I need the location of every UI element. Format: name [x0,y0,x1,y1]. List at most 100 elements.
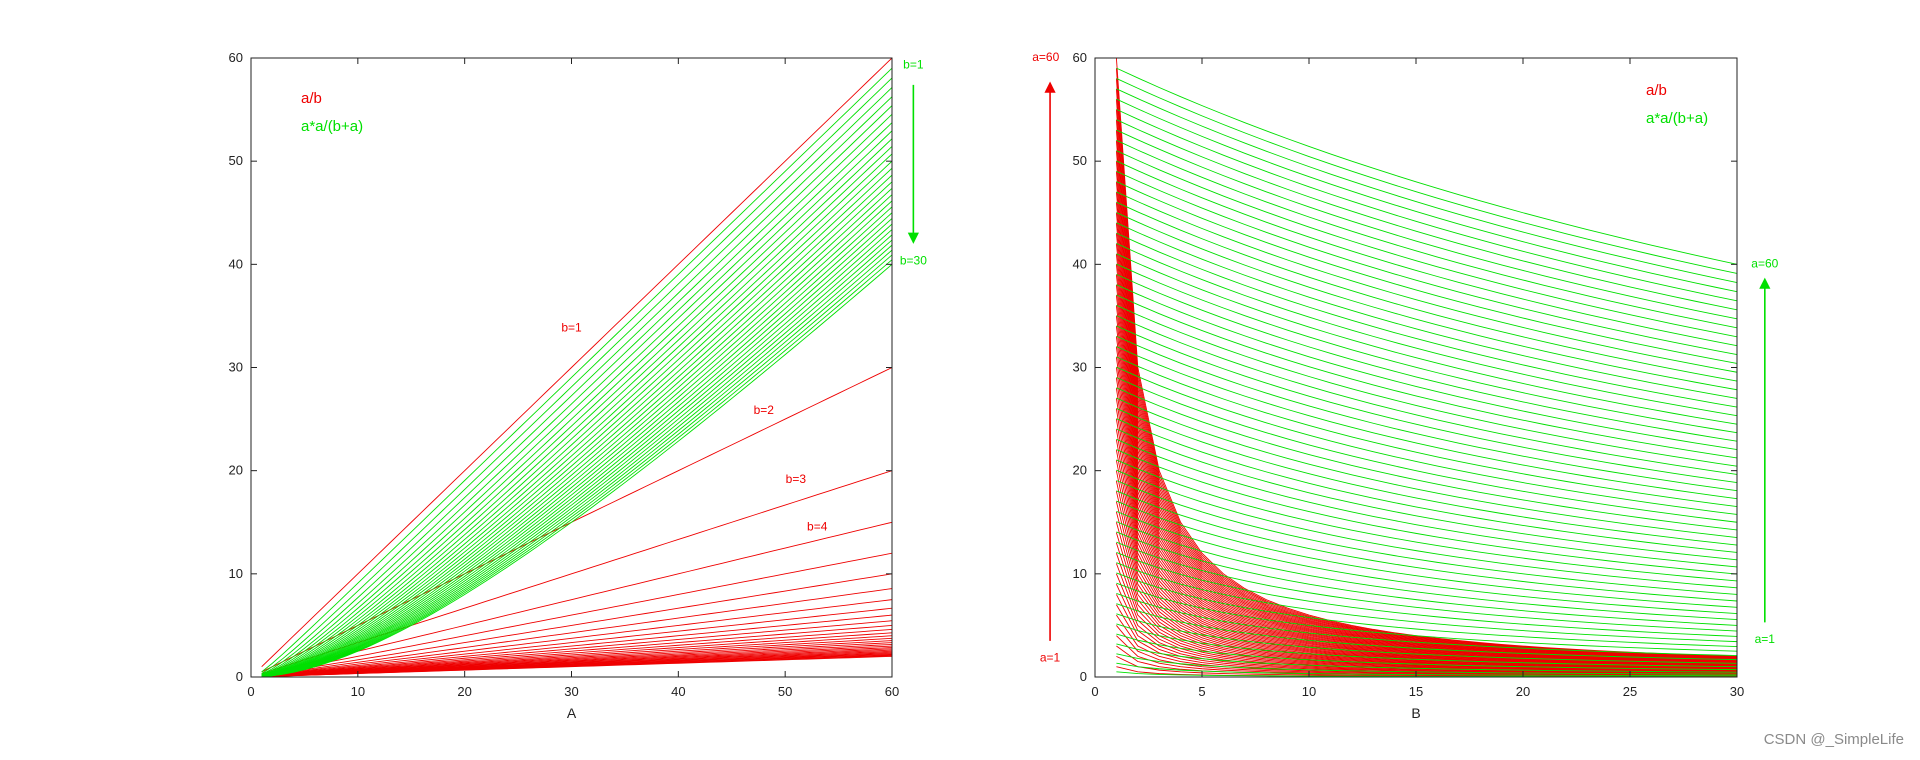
series-line-b-6 [261,573,892,676]
x-tick-label: 10 [351,684,365,699]
series-line-a-18 [1116,500,1737,608]
annotation-label: b=1 [561,320,582,334]
annotation-label: b=1 [903,57,924,71]
series-line-b-18 [261,200,892,677]
series-line-a-7 [1116,613,1737,664]
series-line-a-45 [1116,222,1737,399]
series-line-b-29 [261,259,892,677]
annotation-label: b=3 [786,472,807,486]
series-line-a-33 [1116,346,1737,500]
series-line-b-3 [261,87,892,675]
y-tick-label: 10 [229,566,243,581]
series-line-a-9 [1116,593,1737,657]
series-line-b-6 [261,113,892,676]
series-line-a-40 [1116,273,1737,442]
series-line-a-13 [1116,552,1737,637]
series-line-b-25 [261,239,892,677]
series-line-a-56 [1116,108,1737,302]
legend-entry: a/b [301,90,322,107]
series-line-b-16 [261,187,892,677]
series-line-b-22 [261,223,892,677]
series-line-a-22 [1116,459,1737,582]
series-line-b-23 [261,229,892,677]
series-line-a-24 [1115,429,1737,670]
series-line-a-34 [1116,335,1737,492]
series-line-a-55 [1116,119,1737,311]
x-tick-label: 30 [564,684,578,699]
series-line-b-10 [261,146,892,677]
series-line-b-12 [261,160,892,677]
series-line-a-30 [1116,377,1737,523]
series-line-a-30 [1115,367,1737,668]
series-line-a-44 [1115,223,1737,663]
y-tick-label: 50 [1073,153,1087,168]
series-line-a-41 [1116,263,1737,434]
series-line-b-27 [261,249,892,677]
series-line-a-26 [1116,418,1737,553]
series-line-a-32 [1116,356,1737,508]
series-line-b-11 [261,620,892,677]
series-line-a-45 [1115,212,1737,662]
y-tick-label: 20 [229,463,243,478]
y-tick-label: 30 [229,360,243,375]
series-line-b-1 [261,58,892,668]
series-line-a-43 [1116,243,1737,417]
series-line-b-12 [261,624,892,677]
series-line-a-39 [1116,284,1737,451]
x-tick-label: 0 [247,684,254,699]
legend-entry: a*a/(b+a) [1646,110,1708,127]
series-line-a-60 [1116,67,1737,265]
series-group [1115,58,1737,677]
series-line-b-14 [261,632,892,677]
series-line-a-58 [1116,88,1737,284]
series-line-a-44 [1116,232,1737,408]
watermark: CSDN @_SimpleLife [1763,731,1904,748]
series-line-a-15 [1116,531,1737,626]
y-tick-label: 40 [229,256,243,271]
series-line-a-31 [1116,366,1737,515]
series-line-b-9 [261,138,892,677]
series-line-a-49 [1116,181,1737,364]
x-tick-label: 10 [1302,684,1316,699]
series-line-b-8 [261,599,892,677]
series-line-a-21 [1116,469,1737,589]
y-tick-label: 60 [229,50,243,65]
series-line-b-15 [261,635,892,677]
right-chart: 0 5 10 15 20 25 30 0 10 20 30 40 50 60 Ba/b a*a/(b+a) a=… [1032,50,1778,721]
legend-entry: a*a/(b+a) [301,118,363,135]
y-tick-label: 50 [229,153,243,168]
series-line-b-17 [261,194,892,677]
series-line-b-26 [261,244,892,677]
series-line-a-20 [1116,480,1737,595]
series-line-a-42 [1116,253,1737,425]
series-line-a-57 [1116,98,1737,293]
series-line-a-54 [1116,129,1737,320]
series-line-b-20 [261,212,892,677]
y-tick-label: 10 [1073,566,1087,581]
annotation-label: b=4 [807,520,828,534]
series-line-a-37 [1116,304,1737,467]
annotation-label: a=1 [1040,651,1061,665]
annotation-label: a=1 [1755,632,1776,646]
series-line-a-23 [1116,449,1737,575]
x-tick-label: 20 [457,684,471,699]
series-line-a-17 [1116,510,1737,615]
series-line-b-4 [261,521,892,675]
series-line-a-52 [1116,150,1737,338]
x-tick-label: 0 [1091,684,1098,699]
series-line-a-11 [1116,572,1737,647]
series-line-a-3 [1116,653,1737,675]
series-line-a-8 [1116,603,1737,661]
y-tick-label: 60 [1073,50,1087,65]
series-line-b-13 [261,628,892,677]
series-line-b-9 [261,607,892,677]
series-line-b-1 [261,67,892,673]
series-line-a-46 [1116,212,1737,391]
x-tick-label: 60 [885,684,899,699]
left-chart: 0 10 20 30 40 50 60 0 10 20 30 40 50 60 Aa/b a*a/(b+a) b… [229,50,928,721]
series-line-b-13 [261,167,892,677]
series-line-b-11 [261,153,892,677]
y-tick-label: 30 [1073,360,1087,375]
annotation-label: a=60 [1032,50,1059,64]
